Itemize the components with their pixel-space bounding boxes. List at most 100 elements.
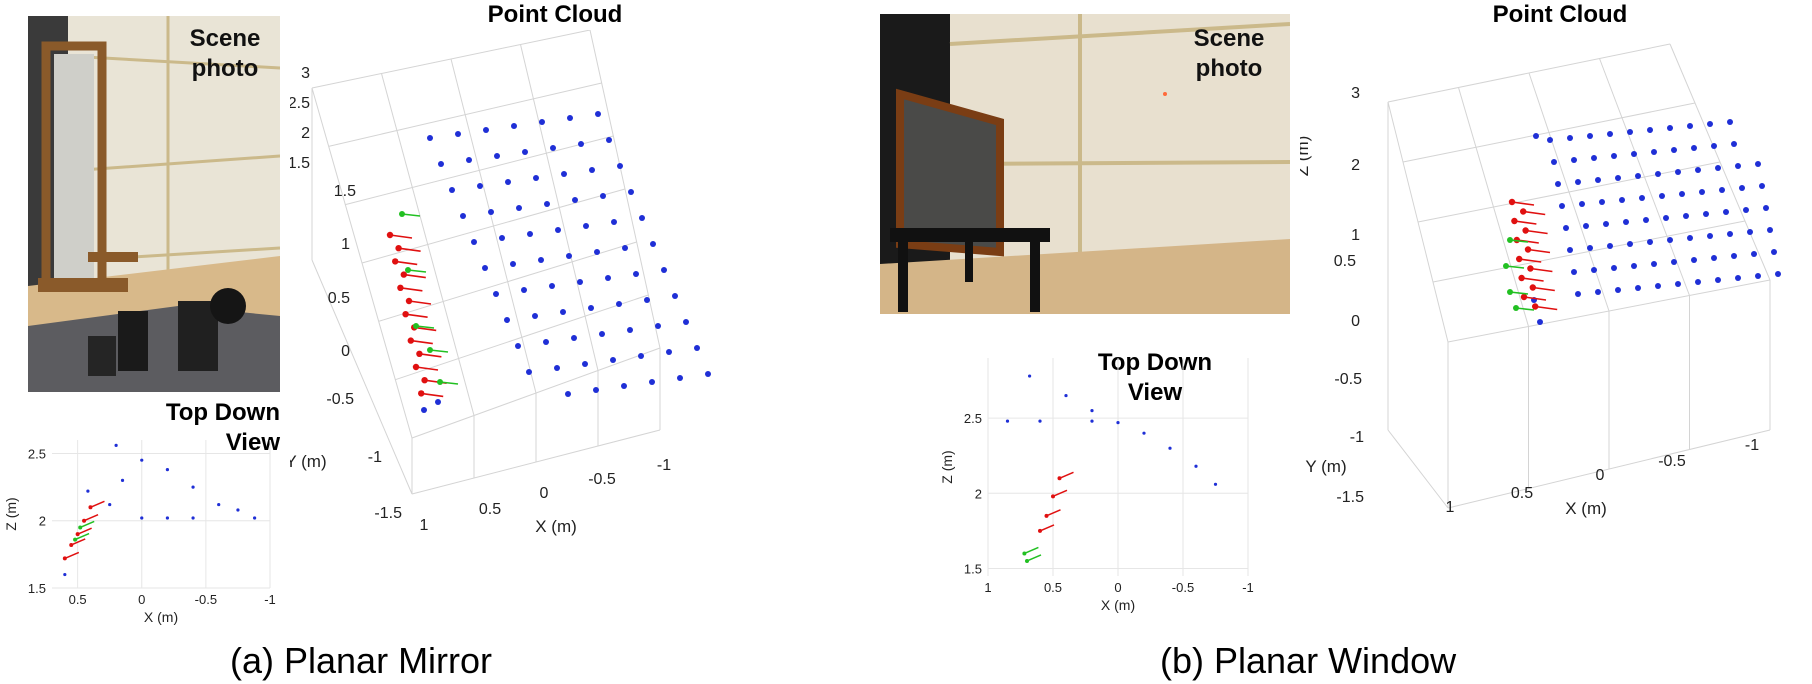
y-tick-label: 2 xyxy=(39,514,46,529)
data-point xyxy=(555,227,561,233)
figure-caption: (b) Planar Window xyxy=(1160,640,1457,681)
data-point xyxy=(633,271,639,277)
normal-arrow xyxy=(74,532,90,541)
figure-panel-planar-mirror: Scene photo Top Down View 0.5 0 -0.5 -1 1.5 2… xyxy=(0,0,880,684)
normal-arrow xyxy=(1515,307,1535,311)
data-point xyxy=(705,371,711,377)
grid-line xyxy=(345,135,614,206)
grid-line xyxy=(1417,161,1721,223)
data-point xyxy=(1699,189,1705,195)
data-point xyxy=(1028,374,1032,378)
data-point xyxy=(1567,135,1573,141)
data-point xyxy=(638,353,644,359)
x-tick-label: -0.5 xyxy=(588,471,616,488)
data-point xyxy=(1771,249,1777,255)
data-point xyxy=(1727,119,1733,125)
data-point xyxy=(1603,221,1609,227)
data-point xyxy=(504,317,510,323)
data-point xyxy=(650,241,656,247)
normal-arrow xyxy=(429,349,449,353)
data-point xyxy=(86,489,90,493)
data-point xyxy=(1687,123,1693,129)
data-point xyxy=(593,387,599,393)
data-point xyxy=(108,502,112,507)
data-point xyxy=(644,297,650,303)
data-point xyxy=(1675,281,1681,287)
data-point xyxy=(594,249,600,255)
normal-arrow xyxy=(410,339,433,345)
data-point xyxy=(639,215,645,221)
x-axis-label: X (m) xyxy=(144,609,178,625)
data-point xyxy=(402,311,409,318)
data-point xyxy=(527,231,533,237)
data-point xyxy=(672,293,678,299)
data-point xyxy=(1631,151,1637,157)
y-tick-label: 2.5 xyxy=(28,446,46,461)
data-point xyxy=(1518,274,1525,282)
pointcloud-chart-mirror: 1 0.5 0 -0.5 -1 1.5 1 0.5 0 -0.5 -1 -1.5 3 2.5 2 1.5 X (… xyxy=(290,30,711,536)
y-tick-label: 1.5 xyxy=(334,183,356,200)
normal-arrow xyxy=(70,538,86,546)
topdown-chart-window: 1 0.5 0 -0.5 -1 1.5 2 2.5 X (m) Z (m) xyxy=(939,358,1254,613)
data-point xyxy=(505,179,511,185)
grid-line xyxy=(361,188,626,264)
data-point xyxy=(236,508,240,512)
data-point xyxy=(1507,237,1513,243)
normal-arrow xyxy=(1039,524,1055,532)
data-point xyxy=(549,283,555,289)
scene-photo-mirror: Scene photo xyxy=(28,16,280,392)
data-point xyxy=(1022,551,1027,556)
data-point xyxy=(1627,129,1633,135)
x-tick-label: 0.5 xyxy=(479,501,501,518)
normal-arrow xyxy=(1509,239,1529,243)
data-point xyxy=(1567,247,1573,253)
grid-line xyxy=(378,241,637,322)
data-point xyxy=(582,361,588,367)
normal-arrow xyxy=(398,247,421,252)
x-tick-label: -1 xyxy=(264,592,276,607)
data-point xyxy=(1038,528,1042,533)
y-tick-label: 0 xyxy=(1351,313,1360,330)
data-point xyxy=(1559,203,1565,209)
data-point xyxy=(1533,133,1539,139)
data-point xyxy=(1727,231,1733,237)
data-point xyxy=(438,161,444,167)
data-point xyxy=(1591,155,1597,161)
data-point xyxy=(1687,235,1693,241)
topdown-title: Top Down View xyxy=(1097,349,1213,406)
y-tick-label: 0.5 xyxy=(328,290,350,307)
y-axis-label: Z (m) xyxy=(939,450,955,483)
data-point xyxy=(522,149,528,155)
data-point xyxy=(427,347,433,353)
data-point xyxy=(1142,431,1146,435)
x-tick-label: -1 xyxy=(1242,580,1254,595)
data-point xyxy=(1615,175,1621,181)
data-point xyxy=(1731,253,1737,259)
data-point xyxy=(532,313,538,319)
data-point xyxy=(386,231,394,239)
data-point xyxy=(1520,293,1528,301)
x-tick-label: -1 xyxy=(657,457,671,474)
data-point xyxy=(1647,239,1653,245)
data-point xyxy=(1755,161,1761,167)
scene-photo-label: Scene photo xyxy=(1193,25,1265,82)
data-point xyxy=(407,337,414,344)
data-point xyxy=(677,375,683,381)
data-point xyxy=(1639,195,1645,201)
data-point xyxy=(1524,246,1532,253)
scene-photo-window: Scene photo xyxy=(880,14,1290,314)
data-point xyxy=(395,245,402,252)
data-point xyxy=(140,458,144,462)
y-tick-label: -1.5 xyxy=(1336,489,1364,506)
data-point xyxy=(1715,165,1721,171)
data-point xyxy=(73,537,78,542)
data-point xyxy=(165,516,170,520)
data-point xyxy=(1051,494,1055,499)
x-axis-label: X (m) xyxy=(1101,597,1135,613)
normal-arrow xyxy=(1509,291,1529,295)
axis-edge xyxy=(311,259,413,495)
data-point xyxy=(460,213,466,219)
data-point xyxy=(405,297,413,305)
y-tick-label: 0 xyxy=(341,343,350,360)
data-point xyxy=(1520,208,1527,215)
